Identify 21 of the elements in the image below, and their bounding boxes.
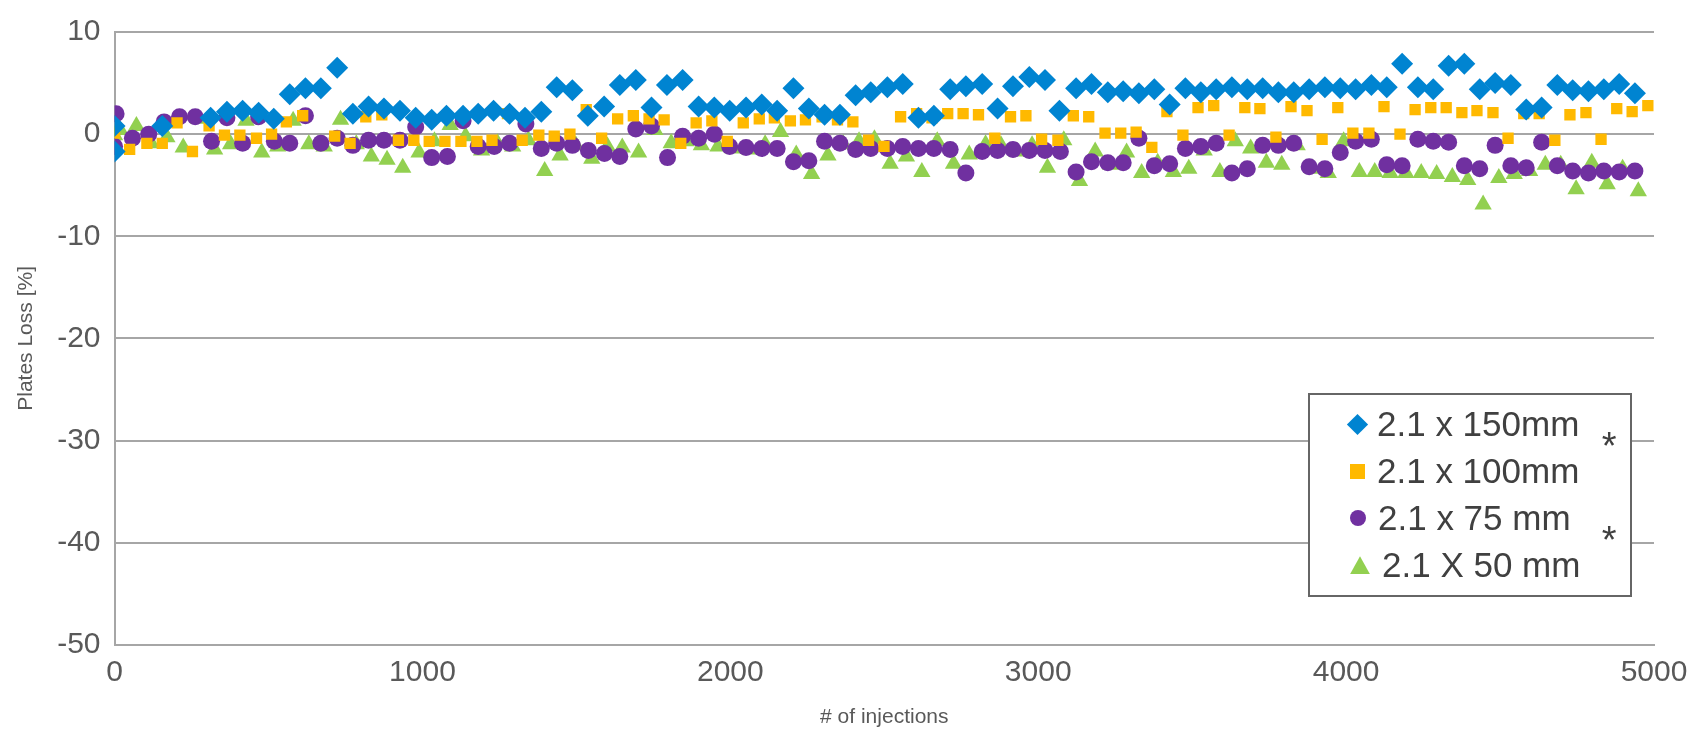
y-tick-label: -30 [57,421,101,455]
x-tick-label: 5000 [1620,654,1688,688]
y-tick-label: -40 [57,523,101,557]
y-tick-label: -20 [57,319,101,353]
legend-label: 2.1 x 150mm [1377,404,1580,445]
x-tick-label: 4000 [1312,654,1380,688]
y-axis-title: Plates Loss [%] [13,266,37,411]
legend-label: 2.1 X 50 mm [1382,545,1581,586]
x-tick-label: 1000 [389,654,456,688]
x-axis-title: # of injections [820,704,949,728]
x-tick-label: 0 [106,654,123,688]
y-tick-label: 0 [83,115,101,149]
x-tick-label: 3000 [1004,654,1072,688]
legend-label: 2.1 x 75 mm [1378,498,1571,539]
y-tick-label: -50 [57,626,101,660]
y-tick-label: 10 [67,13,101,47]
x-tick-label: 2000 [696,654,764,688]
annotation: * [1601,518,1617,562]
annotation: * [1601,424,1617,468]
legend-label: 2.1 x 100mm [1377,451,1580,492]
y-tick-label: -10 [57,217,101,251]
